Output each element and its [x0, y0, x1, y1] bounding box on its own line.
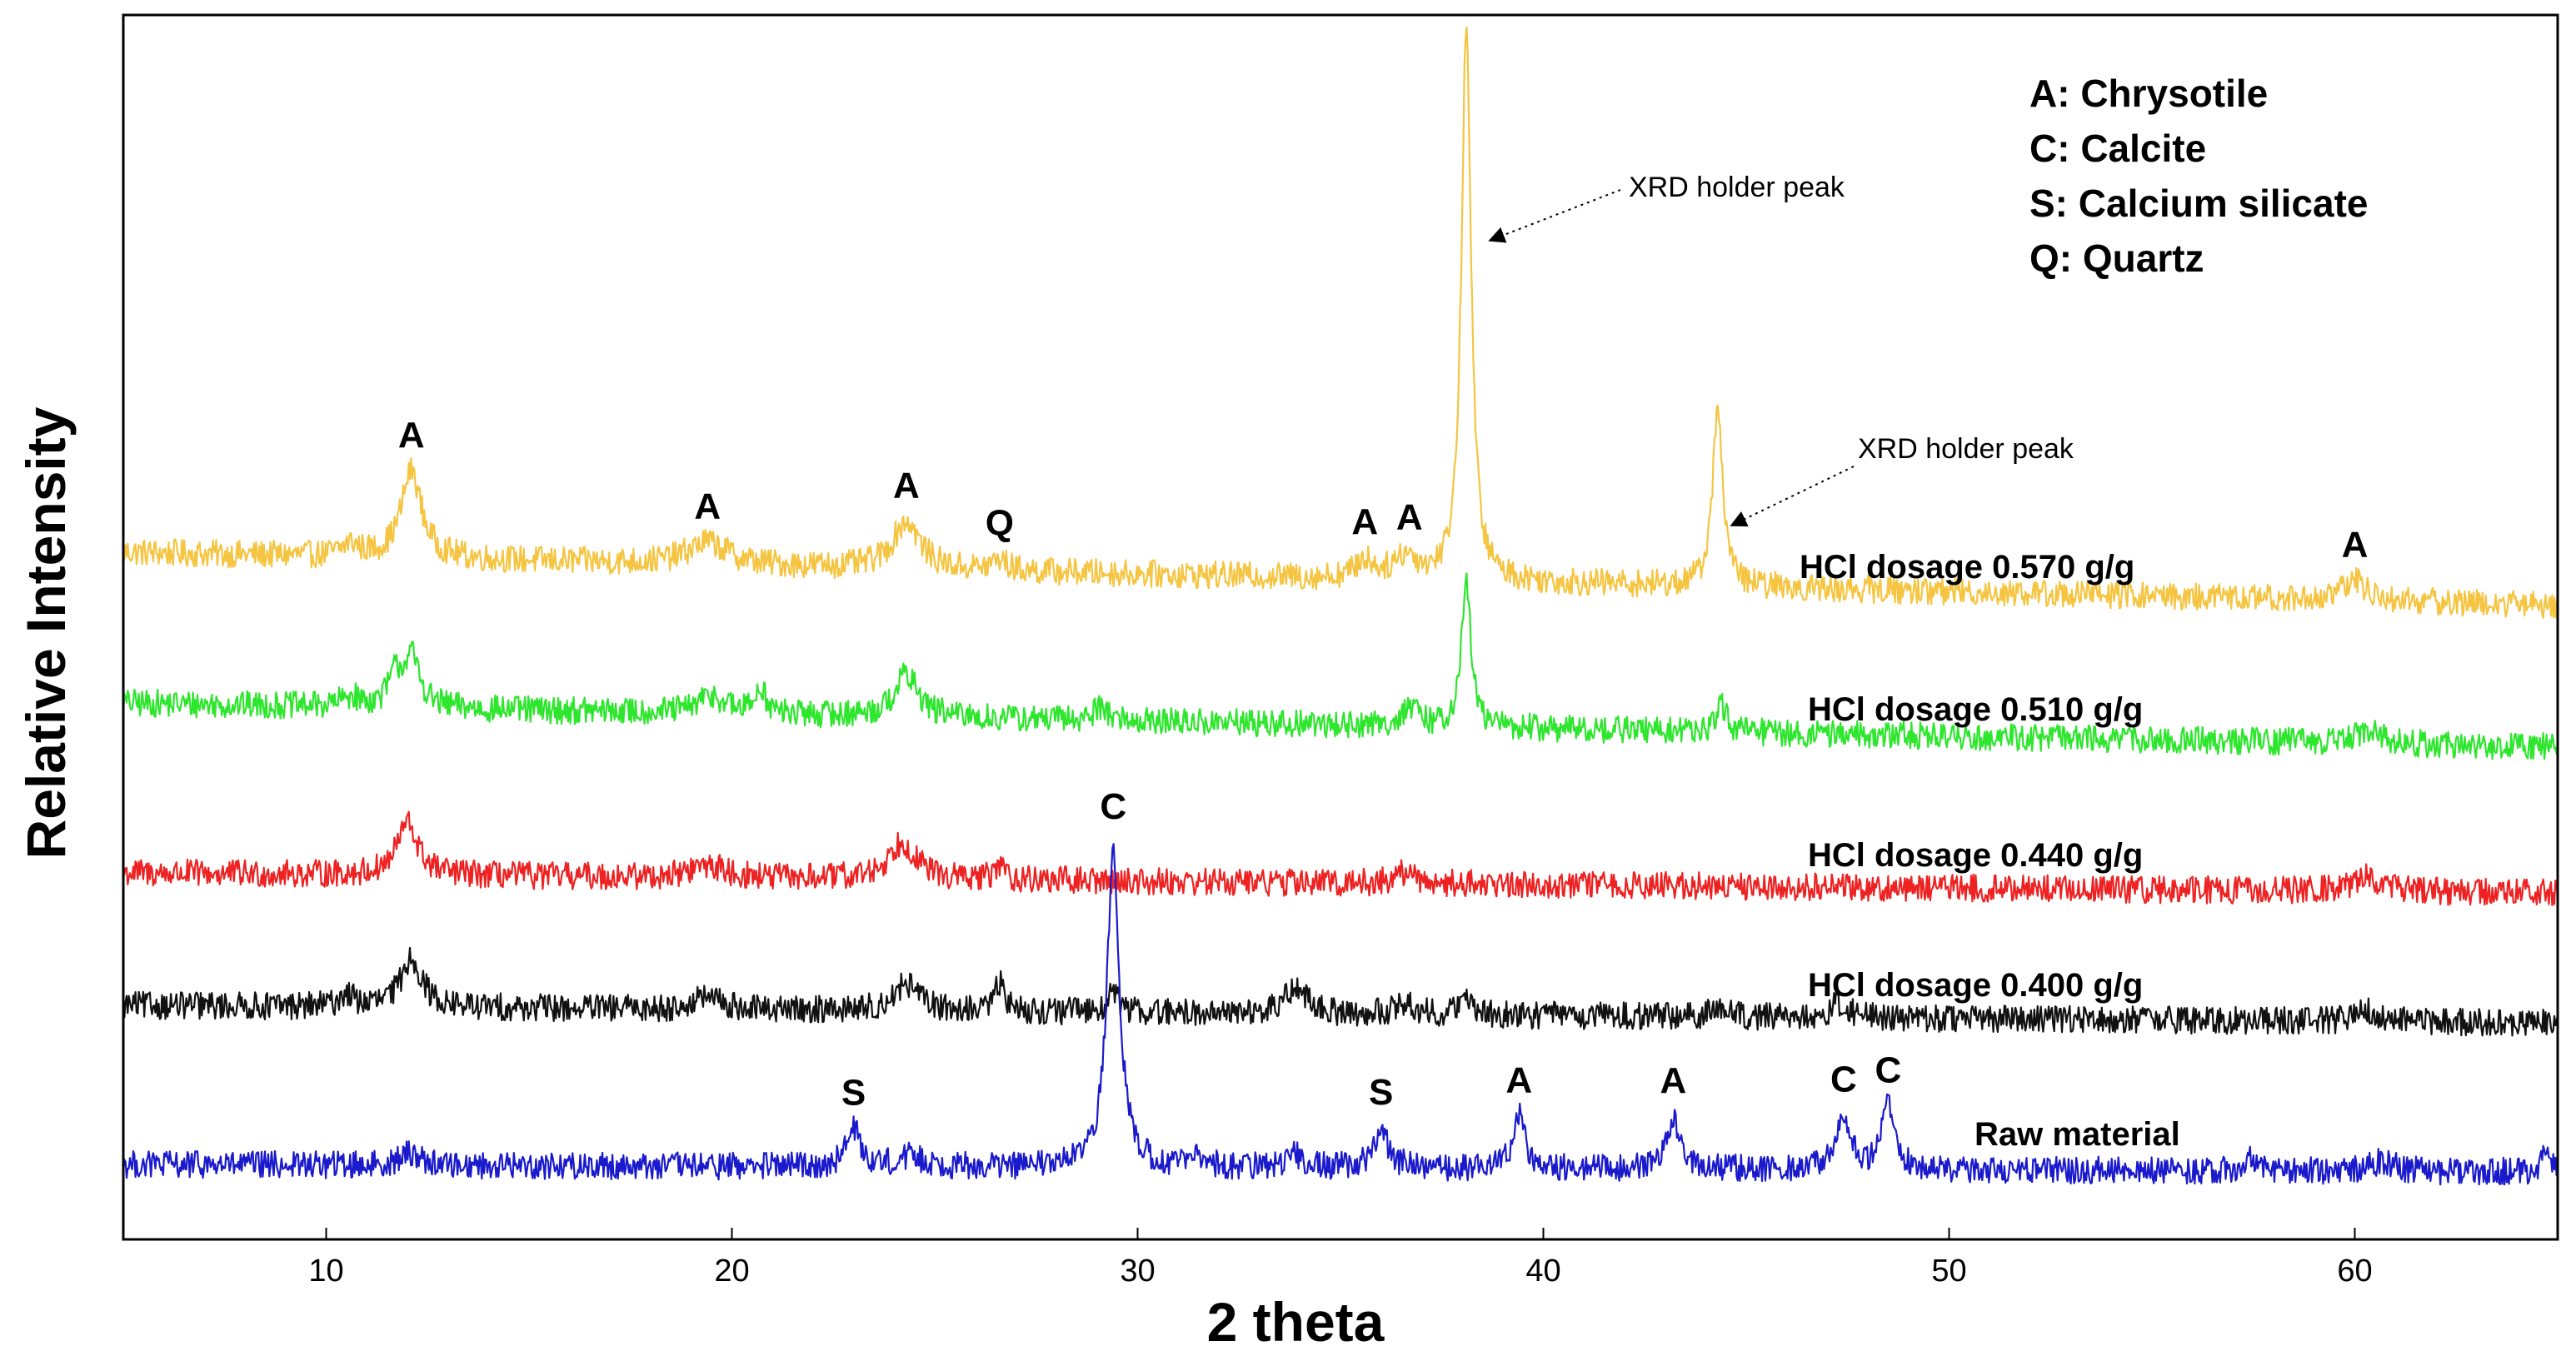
- annotation-arrow: [1730, 466, 1855, 527]
- x-tick-label: 40: [1525, 1254, 1560, 1289]
- series-line-5: [123, 843, 2558, 1186]
- series-line-1: [123, 27, 2558, 619]
- x-tick-label: 50: [1931, 1254, 1966, 1289]
- annotation-arrow: [1488, 189, 1621, 243]
- peak-label: A: [893, 466, 920, 506]
- legend-entry: Q: Quartz: [2029, 237, 2204, 280]
- peak-label: Q: [986, 502, 1014, 543]
- peak-label: S: [1369, 1072, 1393, 1113]
- peak-label: A: [1396, 496, 1423, 537]
- legend-entry: C: Calcite: [2029, 127, 2206, 170]
- x-axis-title: 2 theta: [1207, 1291, 1385, 1353]
- peak-label: C: [1830, 1059, 1857, 1100]
- series-label-2: HCl dosage 0.510 g/g: [1808, 691, 2143, 728]
- series-label-1: HCl dosage 0.570 g/g: [1800, 549, 2134, 586]
- peak-label: A: [1505, 1060, 1532, 1101]
- x-tick-label: 10: [308, 1254, 343, 1289]
- series-label-3: HCl dosage 0.440 g/g: [1808, 837, 2143, 874]
- peak-label: C: [1100, 786, 1126, 827]
- annotation-text: XRD holder peak: [1858, 433, 2074, 465]
- series-label-5: Raw material: [1974, 1116, 2180, 1153]
- x-tick-label: 60: [2337, 1254, 2372, 1289]
- peak-label: A: [694, 486, 721, 526]
- peak-label: C: [1875, 1049, 1902, 1090]
- x-tick-label: 20: [714, 1254, 749, 1289]
- series-labels: HCl dosage 0.570 g/g HCl dosage 0.510 g/g…: [1800, 549, 2180, 1153]
- legend: A: Chrysotile C: Calcite S: Calcium silica…: [2029, 72, 2369, 280]
- annotations: XRD holder peak XRD holder peak: [1488, 172, 2074, 527]
- peak-label: S: [841, 1072, 866, 1113]
- legend-entry: S: Calcium silicate: [2029, 182, 2369, 225]
- series-line-3: [123, 810, 2558, 906]
- legend-entry: A: Chrysotile: [2029, 72, 2268, 115]
- plot-frame: [122, 13, 2559, 1241]
- peak-label: A: [398, 415, 425, 456]
- y-axis-title: Relative Intensity: [15, 406, 77, 859]
- peak-label: A: [2342, 525, 2369, 566]
- peak-label: A: [1660, 1060, 1686, 1101]
- x-axis-ticks: 10 20 30 40 50 60: [308, 1228, 2373, 1289]
- annotation-text: XRD holder peak: [1629, 172, 1845, 203]
- series-line-2: [123, 572, 2558, 760]
- series-group: [123, 27, 2558, 1186]
- series-label-4: HCl dosage 0.400 g/g: [1808, 967, 2143, 1004]
- x-tick-label: 30: [1120, 1254, 1155, 1289]
- series-line-4: [123, 946, 2558, 1037]
- peak-label: A: [1351, 501, 1378, 542]
